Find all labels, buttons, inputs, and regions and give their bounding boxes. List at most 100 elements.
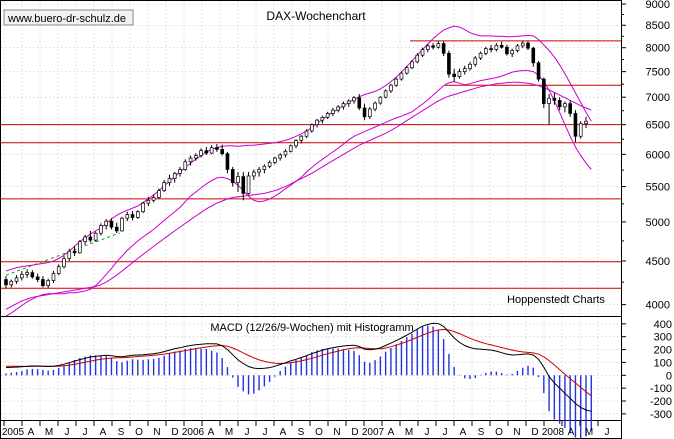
candle-body — [130, 214, 135, 218]
price-tick-label: 4000 — [646, 300, 670, 312]
x-tick-label: O — [135, 427, 143, 438]
candle-body — [320, 116, 325, 121]
x-tick-label: D — [171, 427, 178, 438]
candle-body — [383, 90, 388, 98]
candle-body — [441, 43, 446, 54]
candle-body — [257, 169, 261, 173]
candle-body — [426, 45, 430, 50]
candle-body — [484, 48, 488, 54]
x-tick-label: S — [118, 427, 125, 438]
candle-body — [573, 113, 578, 137]
x-tick-label: 2006 — [182, 427, 205, 438]
x-tick-label: J — [425, 427, 430, 438]
x-tick-label: M — [45, 427, 53, 438]
x-tick-label: D — [351, 427, 358, 438]
macd-tick-label: -200 — [650, 396, 672, 408]
candle-body — [41, 279, 45, 287]
candle-body — [56, 266, 61, 274]
candle-body — [531, 47, 536, 64]
candle-body — [109, 220, 114, 228]
candle-body — [394, 78, 398, 86]
x-tick-label: A — [28, 427, 35, 438]
candle-body — [283, 150, 288, 156]
candle-body — [499, 45, 504, 48]
watermark-text: www.buero-dr-schulz.de — [7, 13, 126, 25]
macd-tick-label: 300 — [654, 332, 672, 344]
price-tick-label: 6000 — [646, 149, 670, 161]
x-tick-label: O — [315, 427, 323, 438]
price-tick-label: 4500 — [646, 256, 670, 268]
candle-body — [99, 225, 103, 234]
candle-body — [404, 67, 409, 74]
price-tick-label: 7000 — [646, 92, 670, 104]
candle-body — [78, 241, 82, 254]
macd-lines — [5, 322, 592, 412]
candle-body — [515, 45, 520, 51]
x-tick-label: O — [495, 427, 503, 438]
candle-body — [489, 48, 493, 50]
candle-body — [14, 277, 19, 282]
candle-body — [362, 107, 367, 118]
x-tick-label: J — [263, 427, 268, 438]
x-tick-label: N — [333, 427, 340, 438]
candle-body — [341, 103, 346, 108]
candle-body — [378, 96, 383, 104]
candle-body — [204, 150, 209, 154]
candle-body — [478, 52, 483, 59]
candle-body — [262, 165, 267, 170]
candle-body — [578, 123, 583, 137]
candle-body — [199, 150, 203, 156]
candle-body — [357, 97, 362, 109]
candle-body — [188, 157, 193, 163]
macd-tick-label: 0 — [666, 370, 672, 382]
source-label: Hoppenstedt Charts — [507, 294, 605, 306]
candle-body — [547, 97, 551, 104]
x-tick-label: M — [405, 427, 413, 438]
macd-title: MACD (12/26/9-Wochen) mit Histogramm — [210, 322, 413, 334]
candle-body — [146, 199, 151, 204]
x-tick-label: J — [605, 427, 610, 438]
macd-tick-label: 200 — [654, 345, 672, 357]
candle-body — [505, 46, 509, 55]
bollinger-upper-line — [5, 25, 592, 272]
candle-body — [510, 50, 514, 55]
candle-body — [20, 274, 24, 279]
candle-body — [310, 124, 314, 132]
candle-body — [373, 102, 377, 110]
candle-body — [151, 197, 156, 201]
price-tick-label: 8000 — [646, 43, 670, 55]
bollinger-lower-line — [5, 70, 592, 317]
price-tick-label: 9000 — [646, 0, 670, 11]
candle-body — [462, 68, 467, 72]
candle-body — [83, 236, 87, 243]
candle-body — [267, 162, 272, 167]
price-tick-label: 6500 — [646, 120, 670, 132]
candle-body — [4, 279, 8, 286]
chart-title: DAX-Wochenchart — [266, 9, 366, 23]
candle-body — [278, 154, 282, 159]
price-tick-label: 5000 — [646, 217, 670, 229]
x-tick-label: A — [208, 427, 215, 438]
trend-line — [5, 232, 120, 276]
x-tick-label: J — [443, 427, 448, 438]
candle-body — [552, 97, 557, 101]
macd-tick-label: 100 — [654, 357, 672, 369]
candle-body — [114, 226, 119, 232]
candle-body — [215, 147, 219, 150]
candle-body — [299, 135, 304, 141]
candle-body — [167, 178, 172, 183]
x-tick-label: A — [280, 427, 287, 438]
candle-body — [473, 57, 478, 65]
candle-body — [46, 280, 50, 287]
candle-body — [120, 217, 124, 232]
candle-body — [209, 147, 214, 154]
x-tick-label: N — [153, 427, 160, 438]
candle-body — [431, 45, 435, 48]
x-tick-label: M — [585, 427, 593, 438]
candle-body — [468, 63, 472, 70]
candle-body — [172, 172, 177, 179]
macd-tick-label: -100 — [650, 383, 672, 395]
candle-body — [557, 100, 562, 108]
candle-body — [30, 272, 35, 278]
